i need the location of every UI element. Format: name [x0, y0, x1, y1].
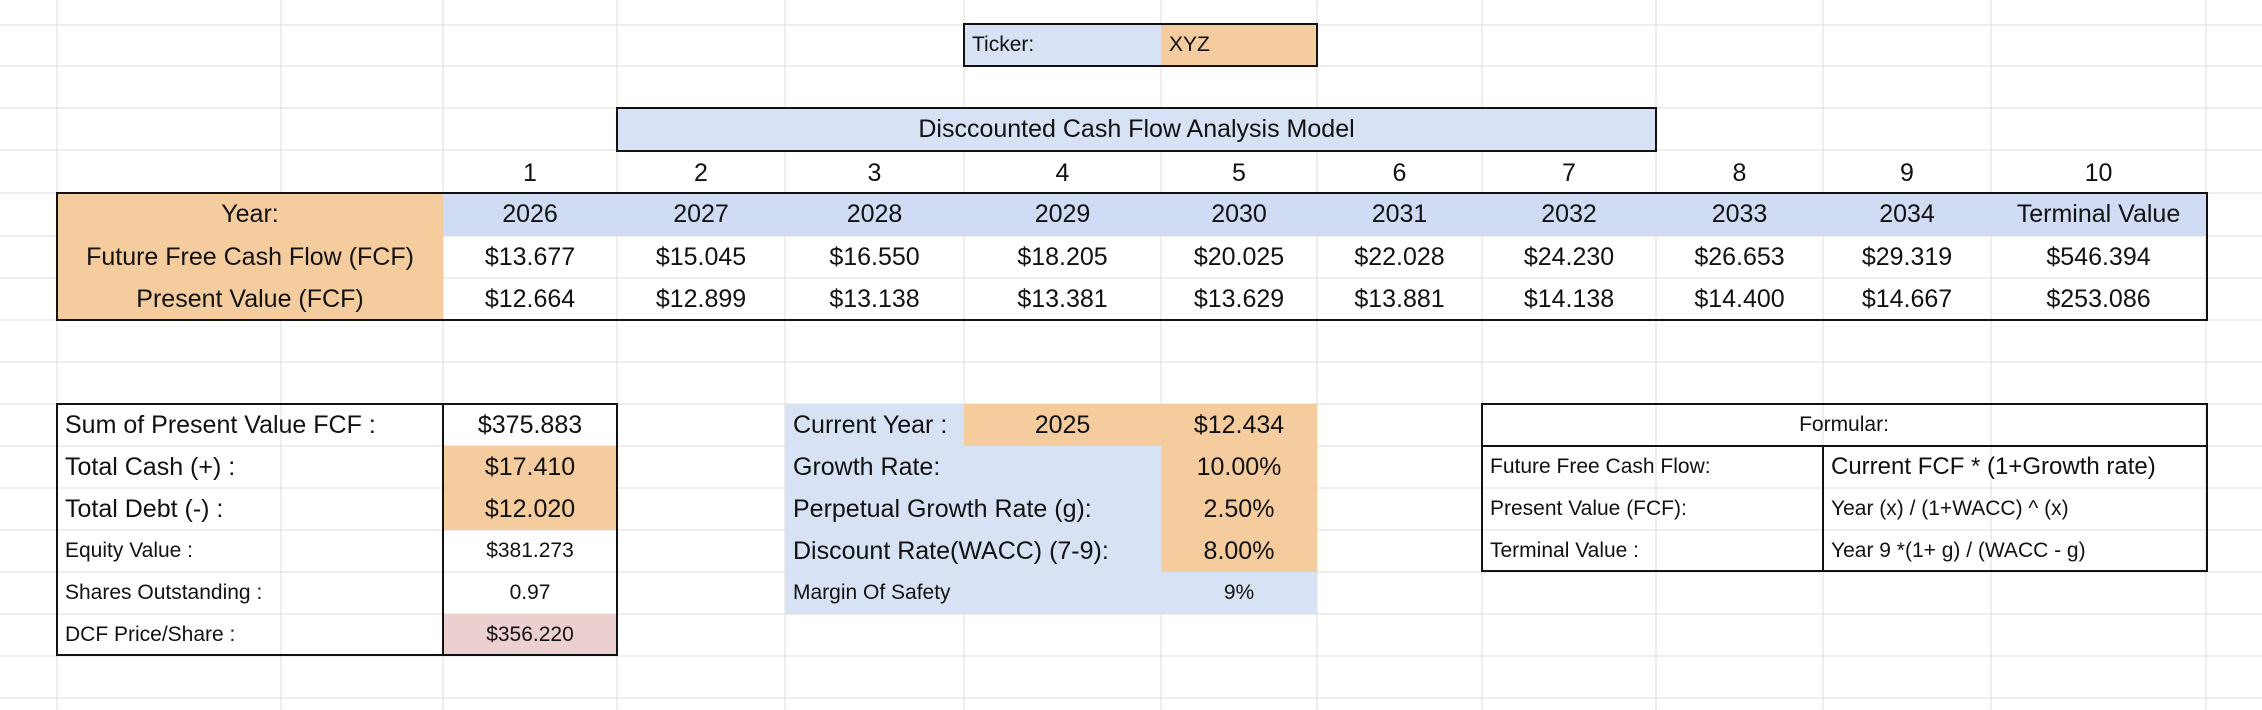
period-number: 9	[1900, 158, 1914, 187]
period-number: 5	[1232, 158, 1246, 187]
pv-cell[interactable]: $13.138	[829, 284, 920, 313]
pv-cell[interactable]: $14.138	[1523, 284, 1615, 313]
current-fcf-input[interactable]: $12.434	[1161, 404, 1317, 446]
growth-rate-label: Growth Rate:	[785, 446, 1161, 488]
year-header-cell[interactable]: 2027	[617, 193, 785, 236]
total-debt-label: Total Debt (-) :	[65, 494, 224, 523]
pv-cell[interactable]: $14.667	[1861, 284, 1953, 313]
dcf-price-label: DCF Price/Share :	[65, 622, 236, 646]
row-label-pv: Present Value (FCF)	[57, 278, 443, 320]
margin-of-safety-input[interactable]: 9%	[1161, 572, 1317, 614]
period-number: 2	[694, 158, 708, 187]
current-year-label: Current Year :	[785, 404, 964, 446]
fcf-cell[interactable]: $18.205	[1017, 242, 1108, 271]
perpetual-growth-label: Perpetual Growth Rate (g):	[785, 488, 1161, 530]
margin-of-safety-label: Margin Of Safety	[785, 572, 1161, 614]
period-number: 4	[1055, 158, 1070, 187]
summary-column-divider	[442, 403, 444, 656]
pv-cell[interactable]: $13.381	[1017, 284, 1108, 313]
sum-pv-value[interactable]: $375.883	[477, 410, 583, 439]
year-header-cell[interactable]: Terminal Value	[1991, 193, 2206, 236]
formula-label: Terminal Value :	[1490, 539, 1640, 562]
formula-label: Present Value (FCF):	[1490, 497, 1687, 520]
fcf-cell[interactable]: $13.677	[484, 242, 576, 271]
period-number: 7	[1562, 158, 1576, 187]
total-debt-input[interactable]: $12.020	[443, 488, 617, 530]
growth-rate-input[interactable]: 10.00%	[1161, 446, 1317, 488]
formulas-column-divider	[1822, 445, 1824, 572]
row-label-year: Year:	[57, 193, 443, 236]
year-header-cell[interactable]: 2032	[1482, 193, 1656, 236]
year-header-cell[interactable]: 2033	[1656, 193, 1823, 236]
pv-cell[interactable]: $13.629	[1193, 284, 1285, 313]
pv-cell[interactable]: $253.086	[2046, 284, 2151, 313]
period-number: 10	[2084, 158, 2113, 187]
period-number: 3	[867, 158, 882, 187]
equity-value-label: Equity Value :	[65, 539, 194, 562]
shares-outstanding-label: Shares Outstanding :	[65, 581, 263, 604]
period-number: 1	[523, 158, 537, 187]
wacc-input[interactable]: 8.00%	[1161, 530, 1317, 572]
fcf-cell[interactable]: $546.394	[2046, 242, 2151, 271]
fcf-cell[interactable]: $20.025	[1193, 242, 1285, 271]
period-number: 8	[1732, 158, 1747, 187]
period-number: 6	[1392, 158, 1407, 187]
dcf-price-value[interactable]: $356.220	[443, 614, 617, 655]
formula-text[interactable]: Year (x) / (1+WACC) ^ (x)	[1831, 497, 2069, 520]
year-header-cell[interactable]: 2030	[1161, 193, 1317, 236]
perpetual-growth-input[interactable]: 2.50%	[1161, 488, 1317, 530]
year-header-cell[interactable]: 2034	[1823, 193, 1991, 236]
fcf-cell[interactable]: $15.045	[655, 242, 747, 271]
year-header-cell[interactable]: 2028	[785, 193, 964, 236]
ticker-label: Ticker:	[964, 24, 1161, 66]
current-year-input[interactable]: 2025	[964, 404, 1161, 446]
fcf-cell[interactable]: $26.653	[1694, 242, 1785, 271]
pv-cell[interactable]: $14.400	[1694, 284, 1785, 313]
pv-cell[interactable]: $12.899	[655, 284, 747, 313]
sum-pv-label: Sum of Present Value FCF :	[65, 410, 376, 439]
ticker-input[interactable]: XYZ	[1161, 24, 1317, 66]
row-label-fcf: Future Free Cash Flow (FCF)	[57, 236, 443, 278]
equity-value[interactable]: $381.273	[486, 539, 574, 562]
pv-cell[interactable]: $12.664	[484, 284, 576, 313]
formula-label: Future Free Cash Flow:	[1490, 455, 1711, 478]
wacc-label: Discount Rate(WACC) (7-9):	[785, 530, 1161, 572]
page-title: Disccounted Cash Flow Analysis Model	[617, 108, 1656, 150]
year-header-cell[interactable]: 2031	[1317, 193, 1482, 236]
year-header-cell[interactable]: 2026	[443, 193, 617, 236]
shares-outstanding-value[interactable]: 0.97	[509, 581, 551, 604]
year-header-cell[interactable]: 2029	[964, 193, 1161, 236]
formula-text[interactable]: Year 9 *(1+ g) / (WACC - g)	[1831, 539, 2086, 562]
pv-cell[interactable]: $13.881	[1354, 284, 1445, 313]
formulas-title-divider	[1481, 445, 2208, 447]
formulas-title: Formular:	[1799, 413, 1889, 436]
fcf-cell[interactable]: $22.028	[1354, 242, 1445, 271]
total-cash-label: Total Cash (+) :	[65, 452, 236, 481]
fcf-cell[interactable]: $29.319	[1861, 242, 1953, 271]
fcf-cell[interactable]: $16.550	[829, 242, 920, 271]
fcf-cell[interactable]: $24.230	[1523, 242, 1615, 271]
total-cash-input[interactable]: $17.410	[443, 446, 617, 488]
formula-text[interactable]: Current FCF * (1+Growth rate)	[1831, 453, 2156, 480]
